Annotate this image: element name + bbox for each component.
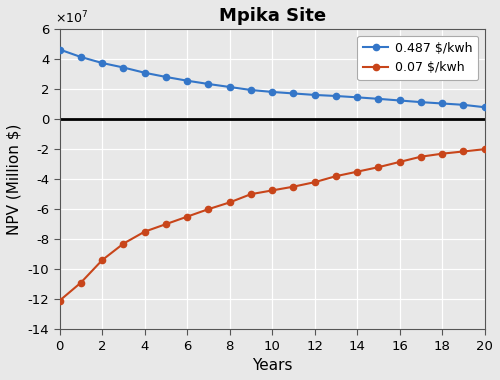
0.487 $/kwh (333, 94, 339, 98)
0.07 $/kwh (163, 222, 169, 226)
0.07 $/kwh (248, 192, 254, 196)
0.07 $/kwh (376, 165, 382, 169)
Title: Mpika Site: Mpika Site (218, 7, 326, 25)
0.07 $/kwh (99, 258, 105, 263)
0.487 $/kwh (226, 85, 232, 89)
X-axis label: Years: Years (252, 358, 292, 373)
0.487 $/kwh (482, 105, 488, 109)
0.07 $/kwh (354, 169, 360, 174)
Line: 0.487 $/kwh: 0.487 $/kwh (56, 46, 488, 110)
0.07 $/kwh (142, 230, 148, 234)
Y-axis label: NPV (Million $): NPV (Million $) (7, 124, 22, 235)
0.487 $/kwh (460, 103, 466, 107)
0.487 $/kwh (312, 93, 318, 97)
0.07 $/kwh (460, 149, 466, 154)
0.487 $/kwh (376, 97, 382, 101)
0.487 $/kwh (418, 100, 424, 104)
0.07 $/kwh (206, 207, 212, 211)
0.487 $/kwh (56, 47, 62, 52)
0.487 $/kwh (206, 82, 212, 86)
0.487 $/kwh (290, 91, 296, 96)
0.07 $/kwh (120, 241, 126, 246)
0.07 $/kwh (333, 174, 339, 179)
0.07 $/kwh (482, 147, 488, 152)
0.07 $/kwh (226, 200, 232, 205)
0.487 $/kwh (354, 95, 360, 100)
0.487 $/kwh (78, 55, 84, 59)
0.487 $/kwh (163, 74, 169, 79)
0.07 $/kwh (56, 298, 62, 303)
Line: 0.07 $/kwh: 0.07 $/kwh (56, 146, 488, 304)
0.487 $/kwh (396, 98, 402, 103)
Legend: 0.487 $/kwh, 0.07 $/kwh: 0.487 $/kwh, 0.07 $/kwh (357, 35, 478, 80)
0.487 $/kwh (99, 61, 105, 65)
0.07 $/kwh (269, 188, 275, 193)
Text: $\times10^7$: $\times10^7$ (56, 10, 89, 26)
0.487 $/kwh (120, 65, 126, 70)
0.07 $/kwh (439, 151, 445, 156)
0.07 $/kwh (312, 180, 318, 184)
0.487 $/kwh (269, 90, 275, 94)
0.487 $/kwh (248, 88, 254, 92)
0.487 $/kwh (142, 70, 148, 75)
0.07 $/kwh (184, 214, 190, 219)
0.07 $/kwh (290, 184, 296, 189)
0.07 $/kwh (418, 154, 424, 159)
0.487 $/kwh (439, 101, 445, 106)
0.07 $/kwh (78, 280, 84, 285)
0.487 $/kwh (184, 78, 190, 83)
0.07 $/kwh (396, 160, 402, 164)
